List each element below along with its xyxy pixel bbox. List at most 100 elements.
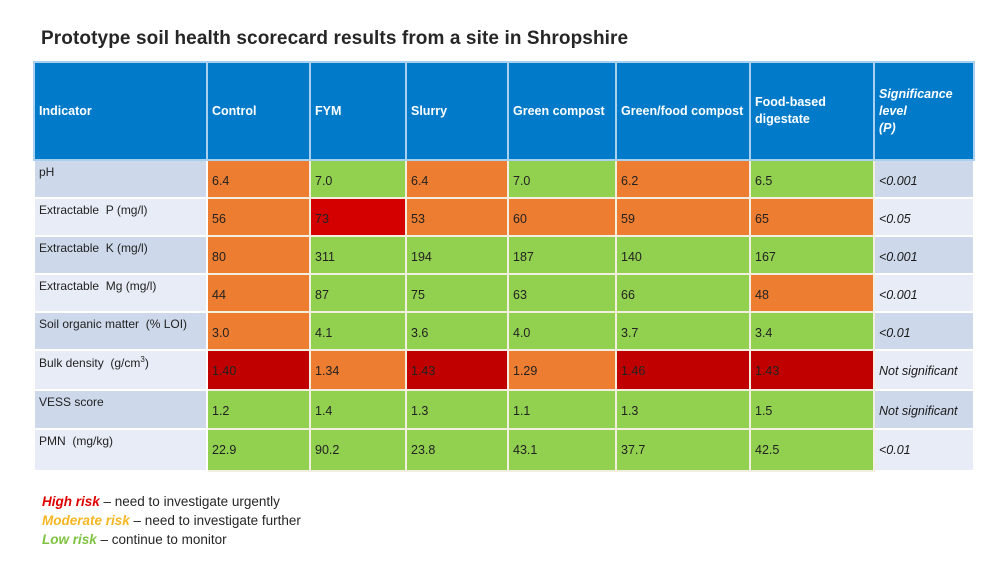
value-cell-slurry-moderate-risk: 53 xyxy=(405,197,509,237)
table-row: Extractable P (mg/l) 56 73 53 60 59 65 <0.05 xyxy=(33,197,975,237)
value-cell-control-moderate-risk: 80 xyxy=(206,235,311,275)
value-cell-green-compost-low-risk: 43.1 xyxy=(507,428,617,472)
indicator-cell: Extractable K (mg/l) xyxy=(33,235,208,275)
value-cell-slurry-low-risk: 194 xyxy=(405,235,509,275)
value-cell-food-digestate-low-risk: 1.5 xyxy=(749,389,875,430)
significance-cell: Not significant xyxy=(873,349,975,391)
header-slurry: Slurry xyxy=(405,61,509,161)
indicator-superscript: 3 xyxy=(140,355,145,364)
value-cell-fym-high-risk: 73 xyxy=(309,197,407,237)
indicator-label: Extractable Mg (mg/l) xyxy=(39,279,157,293)
value-cell-fym-low-risk: 90.2 xyxy=(309,428,407,472)
legend-low-text: – continue to monitor xyxy=(96,532,227,547)
indicator-label: VESS score xyxy=(39,395,104,409)
value-cell-slurry-low-risk: 3.6 xyxy=(405,311,509,351)
value-cell-slurry-low-risk: 75 xyxy=(405,273,509,313)
value-cell-green-food-compost-high-risk: 1.46 xyxy=(615,349,751,391)
table-row: pH 6.4 7.0 6.4 7.0 6.2 6.5 <0.001 xyxy=(33,159,975,199)
value-cell-slurry-high-risk: 1.43 xyxy=(405,349,509,391)
value-cell-green-compost-low-risk: 4.0 xyxy=(507,311,617,351)
value-cell-control-moderate-risk: 3.0 xyxy=(206,311,311,351)
value-cell-green-compost-moderate-risk: 60 xyxy=(507,197,617,237)
legend-moderate-label: Moderate risk xyxy=(42,513,130,528)
significance-cell: Not significant xyxy=(873,389,975,430)
header-significance-line2: level xyxy=(879,103,907,118)
legend-high-text: – need to investigate urgently xyxy=(99,494,280,509)
indicator-label: Extractable K (mg/l) xyxy=(39,241,148,255)
value-cell-green-food-compost-low-risk: 1.3 xyxy=(615,389,751,430)
value-cell-fym-moderate-risk: 1.34 xyxy=(309,349,407,391)
value-cell-control-moderate-risk: 44 xyxy=(206,273,311,313)
value-cell-control-high-risk: 1.40 xyxy=(206,349,311,391)
table-row: VESS score 1.2 1.4 1.3 1.1 1.3 1.5 Not signific… xyxy=(33,389,975,430)
legend-moderate: Moderate risk – need to investigate furt… xyxy=(42,511,301,530)
indicator-label-end: ) xyxy=(144,356,149,370)
value-cell-green-food-compost-low-risk: 3.7 xyxy=(615,311,751,351)
significance-cell: <0.01 xyxy=(873,311,975,351)
legend-high-label: High risk xyxy=(42,494,100,509)
legend-high: High risk – need to investigate urgently xyxy=(42,492,301,511)
table-row: Extractable K (mg/l) 80 311 194 187 140 167 <0.… xyxy=(33,235,975,275)
table-row: Soil organic matter (% LOI) 3.0 4.1 3.6 4.0 3… xyxy=(33,311,975,351)
value-cell-green-food-compost-low-risk: 140 xyxy=(615,235,751,275)
value-cell-food-digestate-moderate-risk: 65 xyxy=(749,197,875,237)
value-cell-food-digestate-high-risk: 1.43 xyxy=(749,349,875,391)
legend-low-label: Low risk xyxy=(42,532,97,547)
header-green-food-compost: Green/food compost xyxy=(615,61,751,161)
indicator-label: pH xyxy=(39,165,55,179)
header-control: Control xyxy=(206,61,311,161)
value-cell-control-moderate-risk: 6.4 xyxy=(206,159,311,199)
legend-low: Low risk – continue to monitor xyxy=(42,530,301,549)
value-cell-food-digestate-low-risk: 3.4 xyxy=(749,311,875,351)
page-title: Prototype soil health scorecard results … xyxy=(41,28,629,49)
value-cell-fym-low-risk: 311 xyxy=(309,235,407,275)
value-cell-control-low-risk: 1.2 xyxy=(206,389,311,430)
value-cell-slurry-moderate-risk: 6.4 xyxy=(405,159,509,199)
significance-cell: <0.01 xyxy=(873,428,975,472)
value-cell-fym-low-risk: 4.1 xyxy=(309,311,407,351)
header-food-digestate: Food-based digestate xyxy=(749,61,875,161)
value-cell-green-compost-low-risk: 187 xyxy=(507,235,617,275)
header-significance-line3: (P) xyxy=(879,120,896,135)
value-cell-green-food-compost-low-risk: 66 xyxy=(615,273,751,313)
value-cell-fym-low-risk: 87 xyxy=(309,273,407,313)
indicator-cell: Soil organic matter (% LOI) xyxy=(33,311,208,351)
value-cell-slurry-low-risk: 1.3 xyxy=(405,389,509,430)
value-cell-food-digestate-low-risk: 42.5 xyxy=(749,428,875,472)
value-cell-green-compost-moderate-risk: 1.29 xyxy=(507,349,617,391)
indicator-cell: Bulk density (g/cm3) xyxy=(33,349,208,391)
table-row: PMN (mg/kg) 22.9 90.2 23.8 43.1 37.7 42.5 <0.01 xyxy=(33,428,975,472)
value-cell-green-food-compost-low-risk: 37.7 xyxy=(615,428,751,472)
indicator-label: Extractable P (mg/l) xyxy=(39,203,148,217)
header-fym: FYM xyxy=(309,61,407,161)
header-significance-line1: Significance xyxy=(879,86,953,101)
significance-cell: <0.001 xyxy=(873,273,975,313)
indicator-cell: VESS score xyxy=(33,389,208,430)
risk-legend: High risk – need to investigate urgently… xyxy=(42,492,301,549)
table-row: Extractable Mg (mg/l) 44 87 75 63 66 48 <0.001 xyxy=(33,273,975,313)
value-cell-food-digestate-low-risk: 6.5 xyxy=(749,159,875,199)
indicator-label: Soil organic matter (% LOI) xyxy=(39,317,188,331)
value-cell-fym-low-risk: 7.0 xyxy=(309,159,407,199)
significance-cell: <0.05 xyxy=(873,197,975,237)
significance-cell: <0.001 xyxy=(873,235,975,275)
legend-moderate-text: – need to investigate further xyxy=(129,513,301,528)
value-cell-green-food-compost-moderate-risk: 6.2 xyxy=(615,159,751,199)
value-cell-food-digestate-low-risk: 167 xyxy=(749,235,875,275)
indicator-cell: pH xyxy=(33,159,208,199)
table-row: Bulk density (g/cm3) 1.40 1.34 1.43 1.29 1.46… xyxy=(33,349,975,391)
indicator-label: Bulk density (g/cm xyxy=(39,356,141,370)
significance-cell: <0.001 xyxy=(873,159,975,199)
value-cell-slurry-low-risk: 23.8 xyxy=(405,428,509,472)
header-row: Indicator Control FYM Slurry Green compo… xyxy=(33,61,975,161)
value-cell-green-compost-low-risk: 63 xyxy=(507,273,617,313)
value-cell-green-compost-low-risk: 1.1 xyxy=(507,389,617,430)
header-green-compost: Green compost xyxy=(507,61,617,161)
value-cell-control-moderate-risk: 56 xyxy=(206,197,311,237)
indicator-cell: PMN (mg/kg) xyxy=(33,428,208,472)
header-indicator: Indicator xyxy=(33,61,208,161)
indicator-label: PMN (mg/kg) xyxy=(39,434,114,448)
value-cell-fym-low-risk: 1.4 xyxy=(309,389,407,430)
header-significance: Significance level (P) xyxy=(873,61,975,161)
value-cell-green-food-compost-moderate-risk: 59 xyxy=(615,197,751,237)
